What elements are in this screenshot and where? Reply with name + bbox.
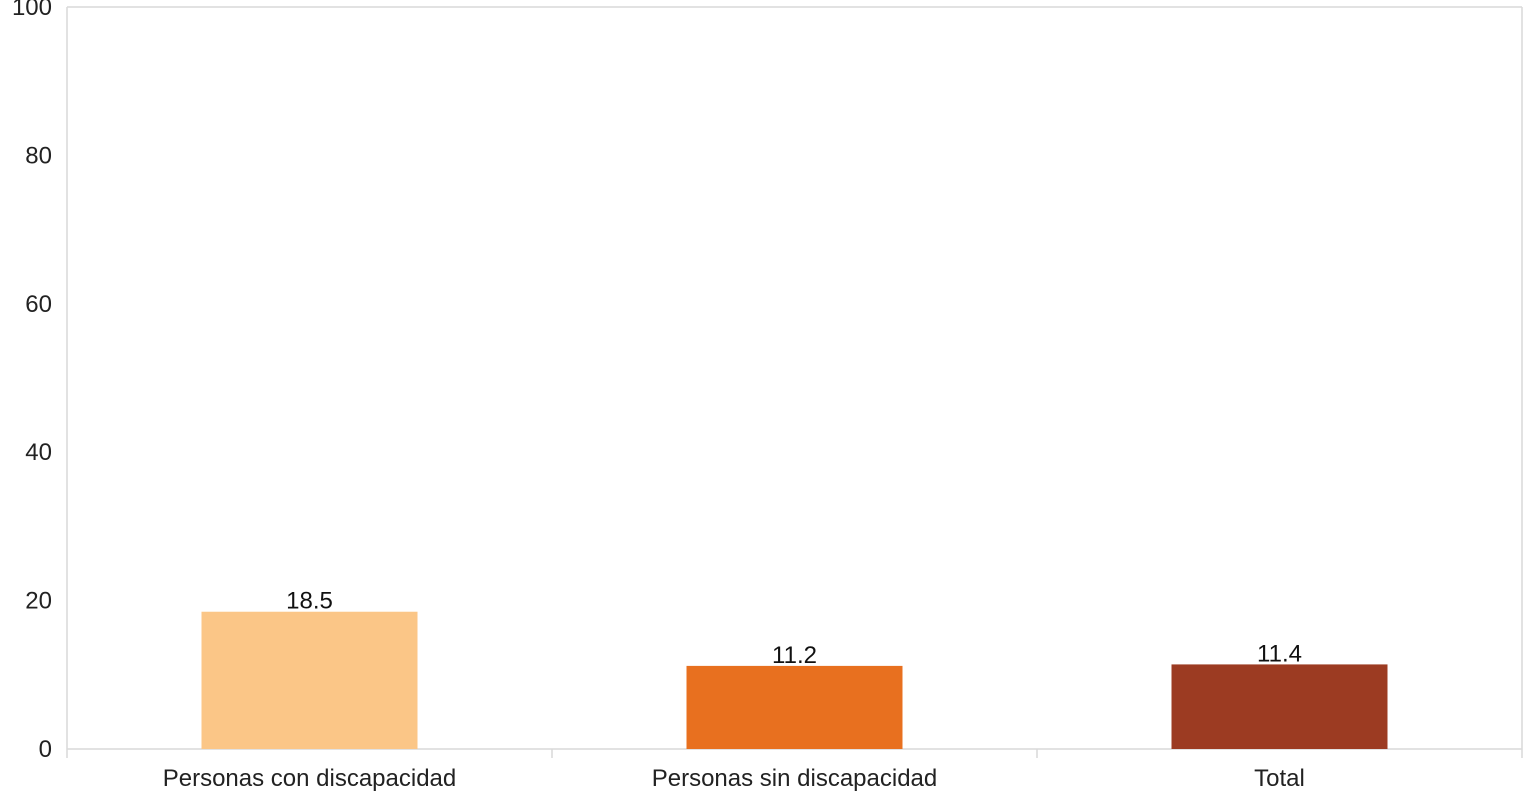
y-tick-label: 100 xyxy=(12,0,52,21)
y-tick-label: 60 xyxy=(25,291,52,318)
x-category-label: Personas con discapacidad xyxy=(163,765,457,792)
y-tick-label: 80 xyxy=(25,142,52,169)
x-axis-categories: Personas con discapacidad Personas sin di… xyxy=(163,765,1305,792)
data-labels: 18.5 11.2 11.4 xyxy=(286,588,1302,669)
y-tick-label: 20 xyxy=(25,588,52,615)
bar-value-label: 18.5 xyxy=(286,588,333,615)
y-tick-label: 40 xyxy=(25,439,52,466)
bars xyxy=(201,611,1388,749)
bar-value-label: 11.4 xyxy=(1257,640,1302,667)
x-category-label: Personas sin discapacidad xyxy=(652,765,938,792)
y-axis-ticks: 0 20 40 60 80 100 xyxy=(12,0,52,763)
bar-value-label: 11.2 xyxy=(772,642,817,669)
y-tick-label: 0 xyxy=(39,736,52,763)
bar xyxy=(201,611,418,749)
bar xyxy=(1171,664,1388,749)
x-category-label: Total xyxy=(1254,765,1305,792)
bar xyxy=(686,665,903,749)
